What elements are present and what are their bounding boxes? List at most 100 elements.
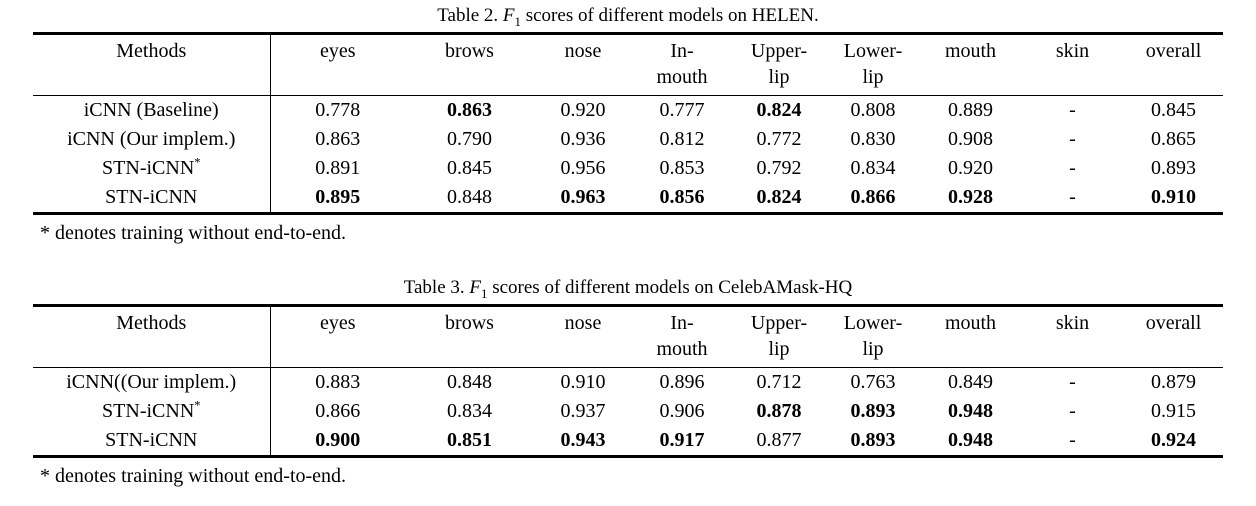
column-header-lower-lip: Lower-lip <box>826 305 920 368</box>
score-cell-nose: 0.936 <box>560 128 606 150</box>
column-header-line1: Methods <box>116 40 187 62</box>
score-cell-lower-lip: 0.763 <box>850 371 896 393</box>
method-name: STN-iCNN <box>102 400 195 422</box>
method-cell: iCNN((Our implem.) <box>33 367 271 397</box>
method-name: iCNN (Our implem.) <box>67 128 236 150</box>
score-cell-upper-lip: 0.792 <box>756 157 802 179</box>
method-cell: STN-iCNN <box>33 183 271 214</box>
column-header-line1: skin <box>1055 312 1090 334</box>
score-cell-skin: - <box>1069 400 1076 422</box>
score-cell-mouth: 0.948 <box>948 400 993 422</box>
table-row-stn-icnn: STN-iCNN 0.900 0.851 0.943 0.917 0.877 0… <box>33 426 1223 457</box>
score-cell-upper-lip: 0.878 <box>756 400 802 422</box>
score-cell-nose: 0.937 <box>560 400 606 422</box>
score-cell-in-mouth: 0.812 <box>659 128 705 150</box>
score-cell-lower-lip: 0.834 <box>850 157 896 179</box>
score-cell-eyes: 0.863 <box>315 128 361 150</box>
score-cell-lower-lip: 0.866 <box>850 186 896 208</box>
column-header-line1: Lower- <box>843 312 903 334</box>
method-cell: STN-iCNN* <box>33 154 271 183</box>
method-name: iCNN((Our implem.) <box>66 371 237 393</box>
method-cell: STN-iCNN* <box>33 397 271 426</box>
score-cell-mouth: 0.928 <box>948 186 993 208</box>
method-asterisk: * <box>194 398 201 413</box>
column-header-in-mouth: In-mouth <box>632 33 732 96</box>
column-header-line1: brows <box>445 312 494 334</box>
table-row-stn-icnn-star: STN-iCNN* 0.866 0.834 0.937 0.906 0.878 … <box>33 397 1223 426</box>
column-header-brows: brows <box>405 305 534 368</box>
column-header-line1: mouth <box>944 312 997 334</box>
score-cell-overall: 0.924 <box>1151 429 1196 451</box>
score-cell-lower-lip: 0.808 <box>850 99 896 121</box>
score-cell-nose: 0.910 <box>560 371 606 393</box>
method-name: iCNN (Baseline) <box>83 99 219 121</box>
column-header-methods: Methods <box>33 305 271 368</box>
score-cell-brows: 0.790 <box>447 128 492 150</box>
column-header-line1: Lower- <box>843 40 903 62</box>
score-cell-in-mouth: 0.853 <box>659 157 705 179</box>
method-name: STN-iCNN <box>105 186 198 208</box>
table3-f1-scores-celebamask-hq: Methods eyes brows nose In-mouth Upper-l… <box>33 304 1223 458</box>
score-cell-overall: 0.865 <box>1151 128 1196 150</box>
column-header-line1: nose <box>564 40 602 62</box>
score-cell-overall: 0.910 <box>1151 186 1196 208</box>
score-cell-mouth: 0.948 <box>948 429 993 451</box>
score-cell-mouth: 0.889 <box>948 99 993 121</box>
column-header-line2: lip <box>768 66 790 88</box>
score-cell-mouth: 0.849 <box>948 371 993 393</box>
score-cell-brows: 0.845 <box>447 157 492 179</box>
score-cell-in-mouth: 0.917 <box>659 429 705 451</box>
score-cell-overall: 0.915 <box>1151 400 1196 422</box>
caption-text-prefix: Table 2. <box>437 5 503 26</box>
column-header-mouth: mouth <box>920 33 1021 96</box>
score-cell-nose: 0.956 <box>560 157 606 179</box>
column-header-line1: Upper- <box>750 40 808 62</box>
score-cell-nose: 0.963 <box>560 186 606 208</box>
method-cell: iCNN (Our implem.) <box>33 125 271 154</box>
score-cell-upper-lip: 0.877 <box>756 429 802 451</box>
column-header-lower-lip: Lower-lip <box>826 33 920 96</box>
score-cell-nose: 0.920 <box>560 99 606 121</box>
header-row: Methods eyes brows nose In-mouth Upper-l… <box>33 305 1223 368</box>
score-cell-overall: 0.879 <box>1151 371 1196 393</box>
table-row-stn-icnn: STN-iCNN 0.895 0.848 0.963 0.856 0.824 0… <box>33 183 1223 214</box>
table2-footnote: * denotes training without end-to-end. <box>40 222 347 244</box>
score-cell-skin: - <box>1069 128 1076 150</box>
score-cell-eyes: 0.900 <box>315 429 361 451</box>
method-cell: STN-iCNN <box>33 426 271 457</box>
column-header-line2: mouth <box>656 66 708 88</box>
score-cell-upper-lip: 0.772 <box>756 128 802 150</box>
column-header-overall: overall <box>1124 305 1223 368</box>
score-cell-eyes: 0.895 <box>315 186 361 208</box>
column-header-line2: lip <box>862 66 884 88</box>
score-cell-brows: 0.863 <box>447 99 492 121</box>
column-header-upper-lip: Upper-lip <box>732 305 826 368</box>
table-row-icnn-our-implem: iCNN (Our implem.) 0.863 0.790 0.936 0.8… <box>33 125 1223 154</box>
column-header-skin: skin <box>1021 33 1124 96</box>
method-asterisk: * <box>194 155 201 170</box>
column-header-line2: lip <box>768 338 790 360</box>
score-cell-lower-lip: 0.830 <box>850 128 896 150</box>
column-header-brows: brows <box>405 33 534 96</box>
column-header-skin: skin <box>1021 305 1124 368</box>
score-cell-skin: - <box>1069 429 1076 451</box>
column-header-eyes: eyes <box>270 33 405 96</box>
column-header-line2: mouth <box>656 338 708 360</box>
score-cell-brows: 0.851 <box>447 429 492 451</box>
column-header-line1: eyes <box>319 312 356 334</box>
caption-text-prefix: Table 3. <box>403 277 470 298</box>
method-name: STN-iCNN <box>105 429 198 451</box>
score-cell-eyes: 0.778 <box>315 99 361 121</box>
score-cell-in-mouth: 0.906 <box>659 400 705 422</box>
column-header-overall: overall <box>1124 33 1223 96</box>
method-name: STN-iCNN <box>102 157 195 179</box>
column-header-nose: nose <box>534 33 632 96</box>
score-cell-eyes: 0.866 <box>315 400 361 422</box>
table2-caption: Table 2. F1 scores of different models o… <box>0 5 1256 28</box>
caption-math-f: F <box>502 5 515 26</box>
column-header-mouth: mouth <box>920 305 1021 368</box>
table3-block: Table 3. F1 scores of different models o… <box>0 277 1256 488</box>
column-header-line1: In- <box>670 312 694 334</box>
column-header-upper-lip: Upper-lip <box>732 33 826 96</box>
caption-text-rest: scores of different models on HELEN. <box>520 5 819 26</box>
